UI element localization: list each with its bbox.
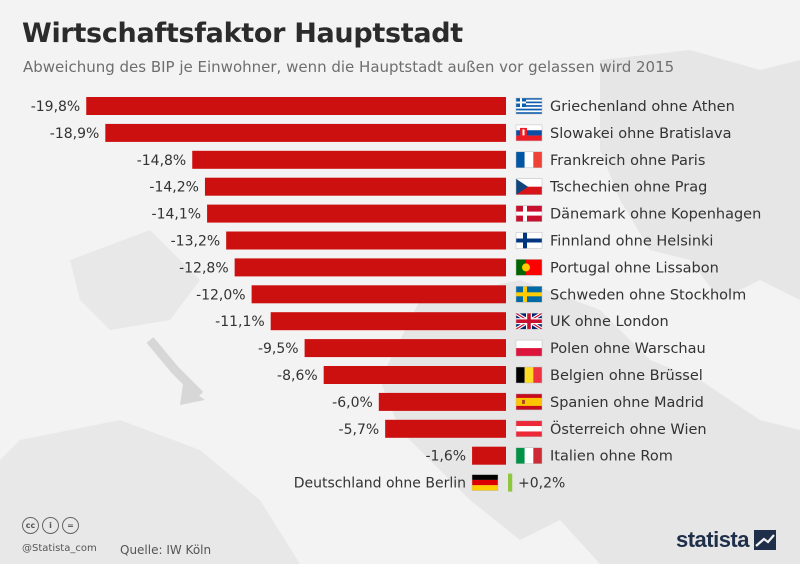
value-label: -14,8% bbox=[137, 153, 187, 169]
flag-cz-icon bbox=[515, 178, 543, 195]
category-label: Slowakei ohne Bratislava bbox=[550, 126, 732, 142]
nd-icon[interactable]: = bbox=[62, 517, 79, 534]
flag-gr-icon bbox=[515, 97, 543, 115]
bar bbox=[207, 204, 506, 223]
bar bbox=[270, 312, 506, 331]
flag-be-icon bbox=[515, 366, 543, 384]
category-label: Dänemark ohne Kopenhagen bbox=[550, 207, 761, 223]
category-label: Schweden ohne Stockholm bbox=[550, 287, 746, 303]
category-label: Belgien ohne Brüssel bbox=[550, 368, 703, 384]
statista-logo[interactable]: statista bbox=[676, 527, 776, 553]
footer: cc i = @Statista_com Quelle: IW Köln sta… bbox=[22, 517, 782, 562]
value-label: -12,0% bbox=[196, 287, 246, 303]
chart-title: Wirtschaftsfaktor Hauptstadt bbox=[22, 18, 463, 49]
value-label: -5,7% bbox=[339, 422, 380, 438]
category-label: Finnland ohne Helsinki bbox=[550, 234, 713, 250]
category-label: Deutschland ohne Berlin bbox=[294, 476, 466, 492]
bar bbox=[226, 231, 506, 250]
flag-pt-icon bbox=[515, 259, 543, 276]
bar bbox=[204, 177, 506, 196]
category-label: Polen ohne Warschau bbox=[550, 341, 706, 357]
cc-icon[interactable]: cc bbox=[22, 517, 39, 534]
flag-se-icon bbox=[515, 286, 543, 303]
category-label: Spanien ohne Madrid bbox=[550, 395, 704, 411]
category-label: Tschechien ohne Prag bbox=[549, 180, 707, 196]
license-icons: cc i = bbox=[22, 517, 79, 534]
chart-subtitle: Abweichung des BIP je Einwohner, wenn di… bbox=[23, 58, 675, 76]
bar bbox=[192, 150, 507, 169]
source-note: Quelle: IW Köln bbox=[120, 543, 212, 557]
bar bbox=[508, 473, 513, 492]
bar bbox=[86, 97, 507, 115]
category-label: UK ohne London bbox=[550, 314, 669, 330]
flag-dk-icon bbox=[515, 205, 543, 222]
value-label: -14,1% bbox=[152, 207, 202, 223]
flag-fr-icon bbox=[515, 151, 543, 169]
flag-fi-icon bbox=[515, 232, 543, 249]
bar bbox=[251, 285, 506, 304]
category-label: Italien ohne Rom bbox=[550, 449, 673, 465]
value-label: -18,9% bbox=[50, 126, 100, 142]
flag-pl-icon bbox=[515, 339, 543, 357]
statista-handle[interactable]: @Statista_com bbox=[22, 543, 97, 554]
flag-es-icon bbox=[515, 393, 543, 411]
category-label: Frankreich ohne Paris bbox=[550, 153, 705, 169]
bar bbox=[378, 392, 506, 411]
statista-mark-icon bbox=[754, 530, 776, 550]
brand-text: statista bbox=[675, 527, 750, 552]
value-label: -11,1% bbox=[215, 314, 265, 330]
bar bbox=[323, 366, 506, 384]
value-label: -6,0% bbox=[332, 395, 373, 411]
value-label: -14,2% bbox=[149, 180, 199, 196]
bar bbox=[304, 339, 506, 358]
flag-de-icon bbox=[471, 474, 499, 491]
value-label: +0,2% bbox=[518, 476, 565, 492]
bar bbox=[105, 123, 506, 142]
value-label: -1,6% bbox=[425, 449, 466, 465]
by-icon[interactable]: i bbox=[42, 517, 59, 534]
bar bbox=[385, 419, 506, 438]
value-label: -19,8% bbox=[31, 99, 81, 115]
flag-uk-icon bbox=[515, 311, 543, 331]
flag-it-icon bbox=[515, 447, 543, 464]
category-label: Portugal ohne Lissabon bbox=[550, 260, 719, 276]
value-label: -12,8% bbox=[179, 260, 229, 276]
bar bbox=[234, 258, 506, 277]
category-label: Österreich ohne Wien bbox=[550, 420, 707, 438]
category-label: Griechenland ohne Athen bbox=[550, 99, 735, 115]
flag-at-icon bbox=[515, 420, 543, 438]
value-label: -8,6% bbox=[277, 368, 318, 384]
flag-sk-icon bbox=[515, 124, 543, 142]
value-label: -13,2% bbox=[171, 234, 221, 250]
value-label: -9,5% bbox=[258, 341, 299, 357]
bar bbox=[472, 446, 506, 465]
